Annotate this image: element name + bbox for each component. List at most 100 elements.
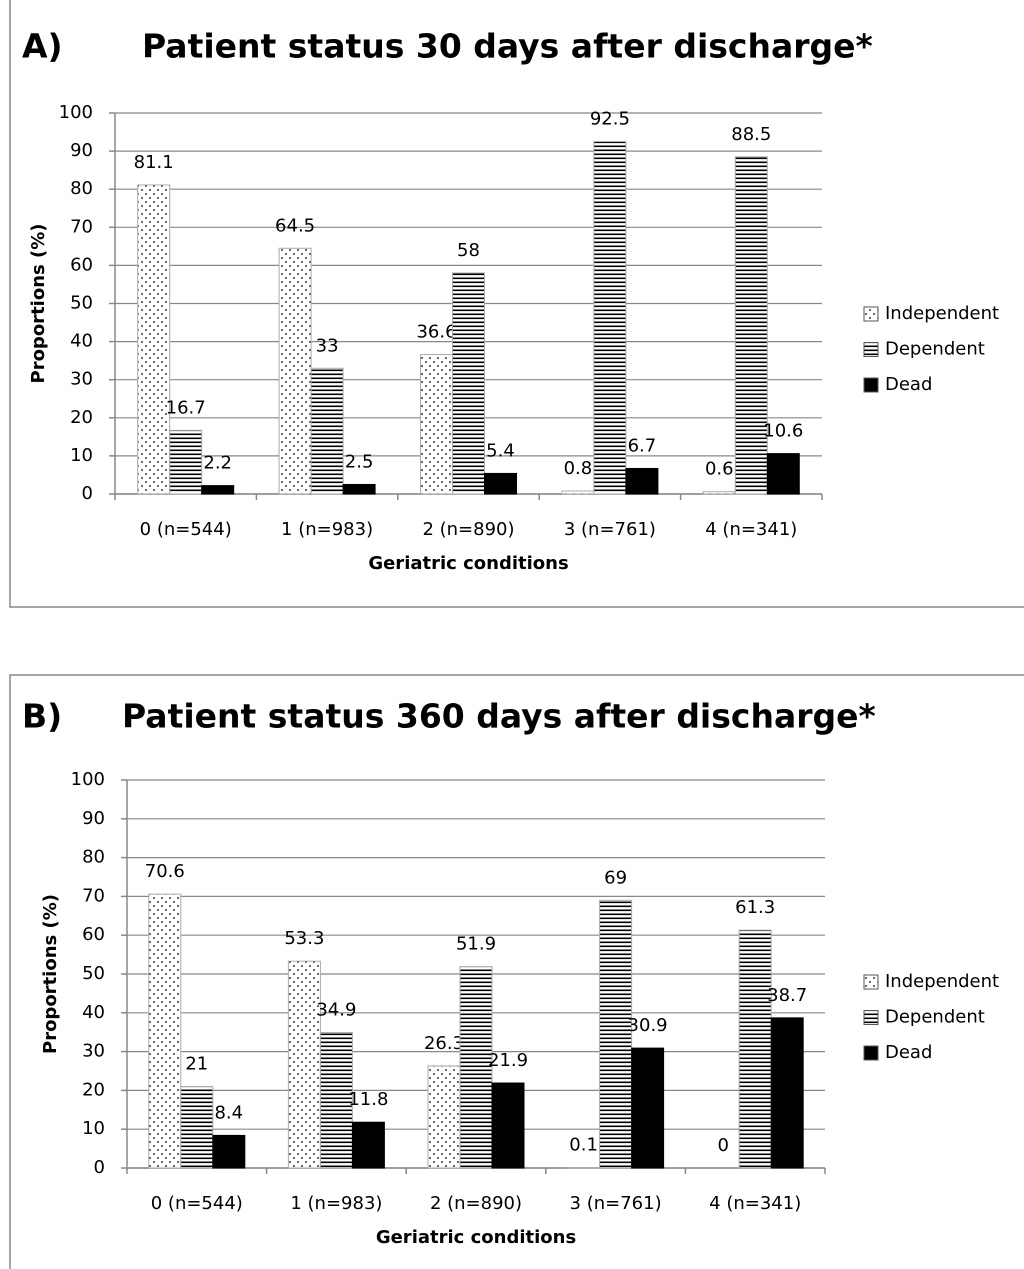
- bar: [351, 1121, 385, 1169]
- value-label: 5.4: [486, 440, 515, 461]
- y-tick-label: 70: [70, 216, 93, 237]
- bar: [625, 467, 659, 495]
- bar: [201, 485, 235, 495]
- value-label: 11.8: [348, 1089, 388, 1110]
- value-label: 2.2: [203, 453, 232, 474]
- y-tick-label: 10: [70, 445, 93, 466]
- x-tick-label: 3 (n=761): [564, 519, 656, 540]
- bar: [169, 429, 203, 495]
- y-tick-label: 100: [71, 769, 105, 790]
- legend-swatch: [863, 377, 879, 393]
- value-label: 26.3: [424, 1033, 464, 1054]
- y-tick-label: 0: [82, 483, 93, 504]
- value-label: 61.3: [735, 897, 775, 918]
- bar: [427, 1065, 461, 1169]
- y-tick-label: 0: [94, 1157, 105, 1178]
- bar: [734, 156, 768, 495]
- value-label: 8.4: [214, 1102, 243, 1123]
- value-label: 34.9: [316, 1000, 356, 1021]
- y-tick-label: 40: [70, 331, 93, 352]
- panel-label: A): [22, 27, 63, 66]
- y-tick-label: 50: [82, 963, 105, 984]
- legend-swatch: [863, 342, 879, 357]
- value-label: 81.1: [134, 152, 174, 173]
- value-label: 70.6: [145, 861, 185, 882]
- bar: [278, 247, 312, 495]
- bar: [137, 184, 171, 495]
- y-tick-label: 60: [82, 924, 105, 945]
- x-tick-label: 2 (n=890): [430, 1193, 522, 1214]
- bar: [287, 960, 321, 1169]
- legend-label: Dead: [885, 1042, 932, 1063]
- x-tick-label: 0 (n=544): [140, 519, 232, 540]
- y-tick-label: 70: [82, 885, 105, 906]
- bar: [420, 354, 453, 495]
- value-label: 2.5: [345, 451, 374, 472]
- value-label: 10.6: [763, 421, 803, 442]
- bar: [212, 1134, 246, 1169]
- value-label: 30.9: [628, 1015, 668, 1036]
- bar: [484, 472, 517, 495]
- bar: [631, 1047, 665, 1169]
- bar: [319, 1032, 353, 1169]
- bar: [342, 483, 376, 495]
- legend-label: Independent: [885, 303, 999, 324]
- legend-swatch: [863, 1045, 879, 1061]
- value-label: 0.8: [564, 458, 593, 479]
- bar: [738, 929, 772, 1169]
- y-axis-title: Proportions (%): [40, 894, 61, 1054]
- value-label: 69: [604, 867, 627, 888]
- y-tick-label: 40: [82, 1002, 105, 1023]
- x-tick-label: 1 (n=983): [290, 1193, 382, 1214]
- y-tick-label: 10: [82, 1118, 105, 1139]
- y-tick-label: 80: [82, 847, 105, 868]
- bar: [310, 367, 344, 495]
- bar: [459, 966, 493, 1169]
- value-label: 21: [185, 1054, 208, 1075]
- y-tick-label: 60: [70, 254, 93, 275]
- legend-label: Dead: [885, 374, 932, 395]
- value-label: 21.9: [488, 1050, 528, 1071]
- legend-label: Dependent: [885, 1007, 985, 1028]
- y-tick-label: 90: [70, 140, 93, 161]
- value-label: 36.6: [416, 322, 456, 343]
- bar: [180, 1086, 214, 1169]
- chart-title: Patient status 30 days after discharge*: [142, 27, 873, 66]
- value-label: 53.3: [284, 928, 324, 949]
- y-tick-label: 20: [82, 1079, 105, 1100]
- bar: [770, 1017, 804, 1169]
- x-tick-label: 3 (n=761): [570, 1193, 662, 1214]
- x-axis-title: Geriatric conditions: [368, 553, 568, 574]
- x-tick-label: 2 (n=890): [422, 519, 514, 540]
- x-tick-label: 0 (n=544): [151, 1193, 243, 1214]
- bar: [593, 141, 627, 495]
- legend-swatch: [863, 974, 879, 990]
- value-label: 92.5: [590, 109, 630, 130]
- value-label: 0.6: [705, 459, 734, 480]
- y-axis-title: Proportions (%): [28, 224, 49, 384]
- value-label: 58: [457, 240, 480, 261]
- value-label: 16.7: [166, 397, 206, 418]
- value-label: 0: [717, 1135, 728, 1156]
- y-tick-label: 30: [70, 369, 93, 390]
- bar: [452, 272, 485, 495]
- chart-title: Patient status 360 days after discharge*: [122, 697, 876, 736]
- legend-swatch: [863, 306, 879, 322]
- value-label: 38.7: [767, 985, 807, 1006]
- value-label: 88.5: [731, 124, 771, 145]
- y-tick-label: 100: [59, 102, 93, 123]
- value-label: 6.7: [628, 435, 657, 456]
- bar: [491, 1082, 525, 1169]
- bar: [561, 490, 595, 495]
- x-tick-label: 4 (n=341): [705, 519, 797, 540]
- value-label: 33: [316, 335, 339, 356]
- legend-label: Dependent: [885, 339, 985, 360]
- bar: [148, 893, 182, 1169]
- legend-swatch: [863, 1010, 879, 1025]
- panel-label: B): [22, 697, 62, 736]
- x-axis-title: Geriatric conditions: [376, 1227, 576, 1248]
- panel-border: [9, 0, 1024, 608]
- value-label: 0.1: [569, 1135, 598, 1156]
- y-tick-label: 50: [70, 293, 93, 314]
